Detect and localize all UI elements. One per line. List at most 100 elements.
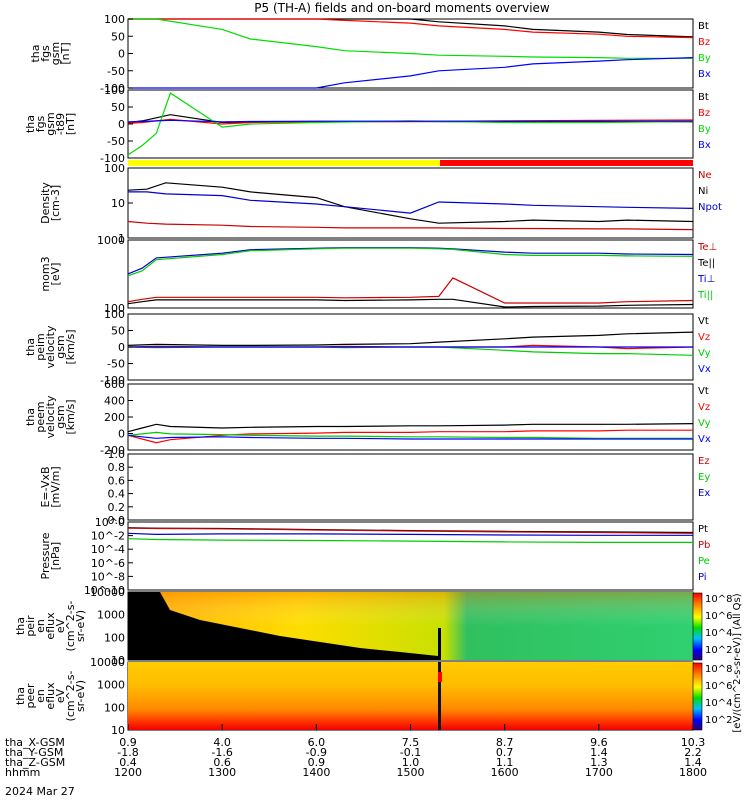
time-axis-value: 1.4 bbox=[684, 756, 702, 769]
colorbar-ion bbox=[692, 592, 703, 661]
y-tick-label: 50 bbox=[111, 30, 125, 43]
colorbar-tick-label: 10^8 bbox=[705, 664, 732, 675]
legend-entry-Te||: Te|| bbox=[697, 258, 715, 269]
time-axis-value: 0.9 bbox=[308, 756, 326, 769]
legend-entry-Bx: Bx bbox=[698, 69, 711, 80]
series-line-Vy bbox=[127, 431, 693, 439]
legend-entry-Pt: Pt bbox=[698, 524, 708, 535]
legend-entry-Pi: Pi bbox=[698, 572, 707, 583]
y-tick-label: 1000 bbox=[97, 234, 125, 247]
time-axis-value: 4.0 bbox=[213, 736, 231, 749]
electron-spectrogram-gap bbox=[438, 662, 441, 730]
series-line-Ti⊥ bbox=[127, 247, 694, 275]
y-tick-label: 1.0 bbox=[108, 448, 126, 461]
series-line-Vt bbox=[127, 331, 694, 346]
time-axis-value: 10.3 bbox=[681, 736, 706, 749]
electron-spectrogram-fill bbox=[128, 662, 693, 730]
figure-title: P5 (TH-A) fields and on-board moments ov… bbox=[254, 1, 550, 15]
series-line-Vt bbox=[127, 423, 694, 433]
legend-entry-By: By bbox=[698, 53, 711, 64]
time-axis-value: 1400 bbox=[302, 766, 330, 779]
legend-entry-Bt: Bt bbox=[698, 21, 709, 32]
legend-entry-Vx: Vx bbox=[698, 434, 711, 445]
legend-entry-Npot: Npot bbox=[698, 202, 722, 213]
series-line-Npot bbox=[128, 191, 694, 214]
y-tick-label: 1000 bbox=[97, 609, 125, 622]
y-tick-label: 1 bbox=[118, 232, 125, 245]
y-tick-label: 0.6 bbox=[108, 474, 126, 487]
series-line-By bbox=[128, 18, 693, 59]
y-tick-label: 600 bbox=[104, 378, 125, 391]
time-axis-value: 6.0 bbox=[308, 736, 326, 749]
y-tick-label: 10 bbox=[111, 654, 125, 667]
y-axis-label: E=-VxB[mV/m] bbox=[39, 466, 62, 507]
panel-frame bbox=[127, 453, 694, 521]
colorbar-tick-label: 10^8 bbox=[705, 594, 732, 605]
series-line-Vx bbox=[127, 434, 693, 440]
panel-frame bbox=[127, 89, 694, 159]
y-tick-label: -50 bbox=[107, 358, 125, 371]
panel-4: 1000 100 mom3[eV] Te⊥ Te|| Ti⊥ Ti|| bbox=[39, 234, 717, 315]
panel-5: 100 50 0 -50 -100 thapeimvelocitygsm[km/s] Vt V… bbox=[24, 308, 711, 387]
legend-entry-Vz: Vz bbox=[698, 402, 710, 413]
time-axis-value: -1.8 bbox=[117, 746, 138, 759]
time-axis-row-label: tha_Y-GSM bbox=[5, 746, 63, 759]
series-line-Te⊥ bbox=[127, 277, 694, 304]
time-axis-row-label: tha_X-GSM bbox=[5, 736, 65, 749]
y-axis-label: thapeerenefluxeV(cm^2-s-sr-eV) bbox=[14, 671, 87, 722]
colorbar-label: [eV/(cm^2-s-sr-eV)] (All Qs) bbox=[732, 593, 743, 732]
time-axis-value: -1.6 bbox=[211, 746, 232, 759]
legend-entry-Bx: Bx bbox=[698, 140, 711, 151]
y-tick-label: 100 bbox=[104, 308, 125, 321]
ion-spectrogram-dark-region bbox=[128, 592, 438, 660]
legend-entry-Vz: Vz bbox=[698, 332, 710, 343]
time-axis-value: 1200 bbox=[114, 766, 142, 779]
time-axis-value: 9.6 bbox=[590, 736, 608, 749]
y-tick-label: 0.2 bbox=[108, 501, 126, 514]
y-axis-label: thapeemvelocitygsm[km/s] bbox=[24, 395, 77, 438]
y-tick-label: 10^0 bbox=[95, 516, 125, 529]
legend-entry-Vt: Vt bbox=[698, 316, 709, 327]
panel-frame bbox=[127, 239, 694, 309]
y-tick-label: 10^-10 bbox=[84, 584, 125, 597]
time-axis-value: 2.2 bbox=[684, 746, 702, 759]
series-line-Ne bbox=[127, 220, 694, 231]
time-axis-value: 1600 bbox=[491, 766, 519, 779]
series-line-Ni bbox=[127, 182, 694, 224]
colorbar-tick-label: 10^4 bbox=[705, 628, 732, 639]
y-tick-label: 1000 bbox=[97, 679, 125, 692]
y-tick-label: 0.8 bbox=[108, 461, 126, 474]
time-axis-date: 2024 Mar 27 bbox=[5, 785, 75, 798]
series-line-Te|| bbox=[127, 298, 694, 308]
colorbar-tick-label: 10^4 bbox=[705, 698, 732, 709]
y-tick-label: 100 bbox=[104, 631, 125, 644]
time-axis-row-label: hhmm bbox=[5, 766, 40, 779]
y-axis-label: thapeirenefluxeV(cm^2-s-sr-eV) bbox=[14, 601, 87, 652]
y-tick-label: 100 bbox=[104, 701, 125, 714]
time-axis-value: -0.1 bbox=[400, 746, 421, 759]
legend-entry-Te⊥: Te⊥ bbox=[697, 242, 717, 253]
y-tick-label: 10^-6 bbox=[91, 557, 125, 570]
y-tick-label: 0.4 bbox=[108, 488, 126, 501]
legend-entry-Vy: Vy bbox=[698, 418, 711, 429]
legend-entry-Ne: Ne bbox=[698, 170, 712, 181]
time-axis-value: 7.5 bbox=[402, 736, 420, 749]
y-tick-label: -100 bbox=[100, 152, 125, 165]
y-tick-label: 0.0 bbox=[108, 514, 126, 527]
y-tick-label: 10 bbox=[111, 724, 125, 737]
y-axis-label: thafgsgsm-t89[nT] bbox=[24, 112, 77, 135]
y-tick-label: 100 bbox=[104, 302, 125, 315]
time-axis-value: 1300 bbox=[208, 766, 236, 779]
legend-entry-Ni: Ni bbox=[698, 186, 708, 197]
series-line-Bx bbox=[128, 57, 694, 89]
legend-entry-By: By bbox=[698, 124, 711, 135]
time-axis-value: 1.0 bbox=[402, 756, 420, 769]
y-tick-label: -100 bbox=[100, 82, 125, 95]
panel-frame bbox=[127, 521, 694, 591]
y-tick-label: 0 bbox=[118, 48, 125, 61]
time-axis-value: 0.9 bbox=[119, 736, 137, 749]
y-tick-label: 10 bbox=[111, 197, 125, 210]
time-axis-value: 0.7 bbox=[496, 746, 514, 759]
panel-7: 1.00.80.60.40.20.0 E=-VxB[mV/m] Ez Ey Ex bbox=[39, 448, 710, 527]
